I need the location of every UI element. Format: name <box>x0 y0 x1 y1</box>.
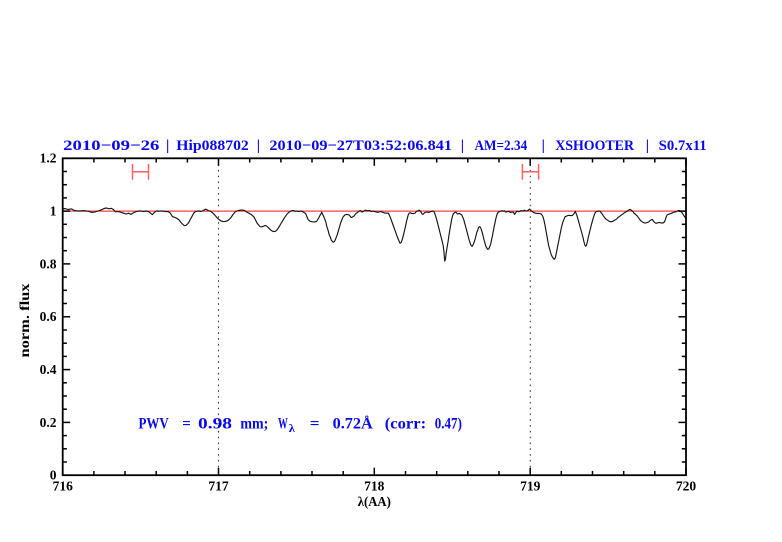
svg-text:λ(AA): λ(AA) <box>358 494 391 509</box>
svg-text:716: 716 <box>53 478 74 493</box>
svg-text:718: 718 <box>364 478 385 493</box>
svg-text:720: 720 <box>676 478 697 493</box>
svg-text:719: 719 <box>520 478 541 493</box>
svg-text:0.4: 0.4 <box>40 362 57 377</box>
svg-text:norm. flux: norm. flux <box>17 283 32 357</box>
svg-text:0.8: 0.8 <box>40 256 57 271</box>
svg-text:1: 1 <box>50 204 57 219</box>
svg-text:2010−09−26|Hip088702|2010−09−2: 2010−09−26 | Hip088702 | 2010−09−27T03:52:06… <box>63 138 706 154</box>
svg-text:1.2: 1.2 <box>40 151 57 166</box>
svg-text:0.2: 0.2 <box>40 415 57 430</box>
svg-text:717: 717 <box>208 478 229 493</box>
svg-text:0.6: 0.6 <box>40 309 57 324</box>
svg-text:0: 0 <box>50 468 57 483</box>
